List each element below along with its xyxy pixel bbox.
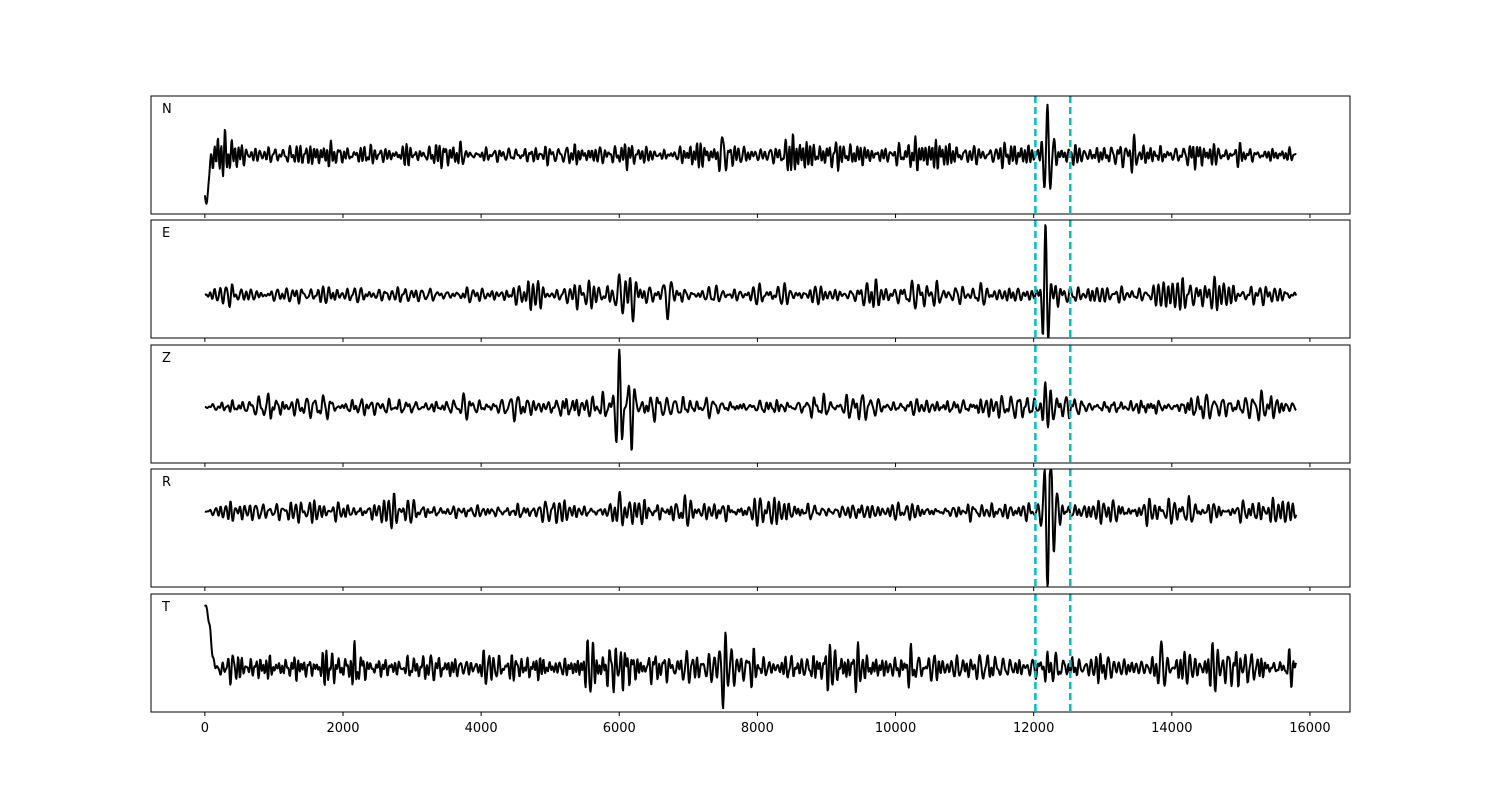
- panel-label: Z: [162, 351, 171, 366]
- panel-label: N: [162, 102, 172, 117]
- panel-frame-r: [150, 468, 1351, 588]
- x-tick-label: 14000: [1151, 721, 1192, 736]
- x-tick-label: 0: [201, 721, 209, 736]
- x-tick-label: 16000: [1289, 721, 1330, 736]
- x-tick-label: 4000: [465, 721, 498, 736]
- panel-frame-e: [150, 219, 1351, 339]
- trace-z: [204, 348, 1297, 451]
- x-tick-label: 10000: [875, 721, 916, 736]
- x-tick-label: 8000: [741, 721, 774, 736]
- panel-frame-t: [150, 593, 1351, 713]
- trace-r: [204, 469, 1298, 587]
- trace-e: [204, 224, 1298, 338]
- trace-t: [204, 604, 1298, 710]
- panel-label: T: [161, 600, 170, 615]
- x-tick-label: 12000: [1013, 721, 1054, 736]
- panel-frame-z: [150, 344, 1351, 464]
- panel-label: E: [162, 226, 170, 241]
- trace-n: [203, 103, 1297, 205]
- panel-label: R: [162, 475, 171, 490]
- panel-frame-n: [150, 95, 1351, 215]
- x-tick-label: 6000: [603, 721, 636, 736]
- x-tick-label: 2000: [326, 721, 359, 736]
